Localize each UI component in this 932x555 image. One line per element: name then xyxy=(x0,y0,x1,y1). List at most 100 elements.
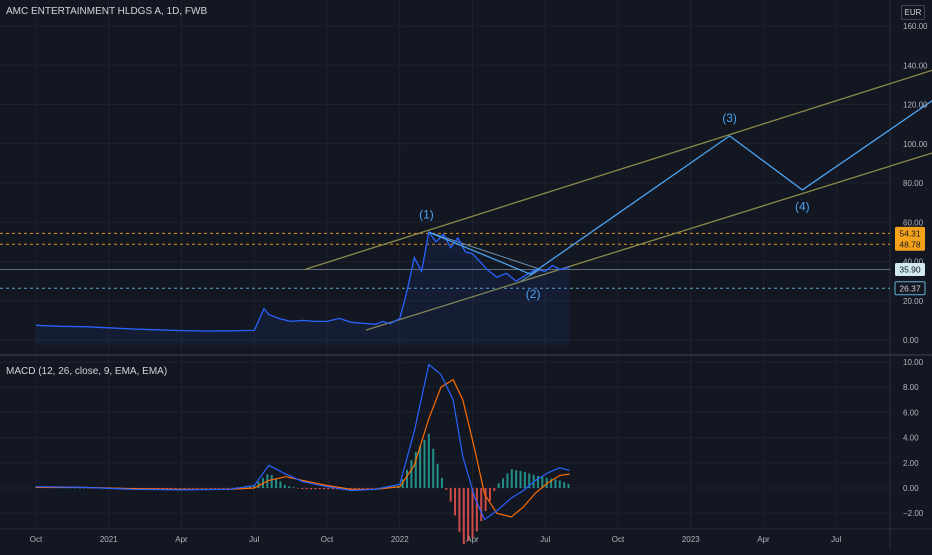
macd-histogram-bar xyxy=(288,486,291,488)
macd-tick-label: 4.00 xyxy=(903,434,919,443)
macd-histogram-bar xyxy=(314,488,317,490)
macd-tick-label: 10.00 xyxy=(903,358,924,367)
macd-histogram-bar xyxy=(196,488,199,489)
macd-histogram-bar xyxy=(270,475,273,488)
macd-histogram-bar xyxy=(366,488,369,489)
macd-histogram-bar xyxy=(279,481,282,488)
elliott-wave-path xyxy=(428,100,932,276)
macd-histogram-bar xyxy=(309,488,312,490)
price-tick-label: 160.00 xyxy=(903,22,928,31)
price-level-label: 54.31 xyxy=(899,229,921,239)
macd-histogram-bar xyxy=(467,488,470,541)
macd-histogram-bar xyxy=(449,488,452,502)
macd-histogram-bar xyxy=(432,448,435,488)
macd-histogram-bar xyxy=(436,463,439,488)
macd-histogram-bar xyxy=(362,488,365,489)
macd-histogram-bar xyxy=(187,488,190,489)
macd-histogram-bar xyxy=(419,445,422,488)
macd-histogram-bar xyxy=(401,479,404,488)
price-tick-label: 60.00 xyxy=(903,218,924,227)
macd-histogram-bar xyxy=(462,488,465,544)
price-tick-label: 40.00 xyxy=(903,258,924,267)
macd-histogram-bar xyxy=(305,488,308,490)
macd-histogram-bar xyxy=(222,488,225,489)
price-tick-label: 120.00 xyxy=(903,101,928,110)
macd-signal-line xyxy=(36,378,570,518)
macd-histogram-bar xyxy=(445,488,448,490)
macd-histogram-bar xyxy=(69,487,72,489)
symbol-title: AMC ENTERTAINMENT HLDGS A, 1D, FWB xyxy=(6,6,208,17)
channel-line xyxy=(304,69,932,270)
macd-histogram-bar xyxy=(515,470,518,488)
elliott-channel xyxy=(304,69,932,331)
macd-histogram-bar xyxy=(165,488,168,489)
macd-histogram-bar xyxy=(471,488,474,538)
macd-histogram-bar xyxy=(502,478,505,488)
time-tick-label: Jul xyxy=(540,535,550,544)
macd-histogram-bar xyxy=(296,488,299,489)
macd-histogram-bar xyxy=(87,488,90,489)
macd-tick-label: 8.00 xyxy=(903,383,919,392)
macd-histogram-bar xyxy=(257,481,260,488)
macd-histogram-bar xyxy=(327,488,330,490)
macd-tick-label: 6.00 xyxy=(903,408,919,417)
price-area xyxy=(36,232,570,345)
time-tick-label: 2023 xyxy=(682,535,700,544)
time-tick-label: Oct xyxy=(321,535,334,544)
macd-histogram-bar xyxy=(253,485,256,488)
macd-histogram-bar xyxy=(292,487,295,488)
currency-button[interactable]: EUR xyxy=(901,5,925,20)
macd-histogram-bar xyxy=(410,460,413,488)
macd-histogram-bar xyxy=(205,488,208,489)
time-tick-label: 2022 xyxy=(391,535,409,544)
time-tick-label: Apr xyxy=(466,535,479,544)
macd-histogram-bar xyxy=(528,473,531,488)
channel-line xyxy=(365,152,932,331)
price-level-label: 48.78 xyxy=(899,239,921,249)
macd-line xyxy=(35,363,570,521)
macd-histogram-bar xyxy=(83,487,86,489)
macd-histogram-bar xyxy=(536,475,539,488)
macd-title: MACD (12, 26, close, 9, EMA, EMA) xyxy=(6,366,168,377)
time-tick-label: 2021 xyxy=(100,535,118,544)
time-tick-label: Apr xyxy=(757,535,770,544)
macd-histogram-bar xyxy=(414,451,417,488)
wave-label: (1) xyxy=(419,207,434,221)
macd-histogram-bar xyxy=(318,488,321,490)
macd-histogram-bar xyxy=(227,488,230,489)
wave-label: (4) xyxy=(795,199,810,213)
macd-histogram-bar xyxy=(567,483,570,488)
macd-histogram-bar xyxy=(458,488,461,532)
macd-histogram-bar xyxy=(74,487,77,489)
macd-histogram-bar xyxy=(209,488,212,489)
macd-histogram-bar xyxy=(523,472,526,488)
price-level-badge xyxy=(895,237,925,251)
macd-histogram-bar xyxy=(423,439,426,488)
price-tick-label: 80.00 xyxy=(903,179,924,188)
macd-histogram-bar xyxy=(161,488,164,489)
macd-histogram-bar xyxy=(179,488,182,489)
macd-histogram-bar xyxy=(488,488,491,502)
macd-histogram-bar xyxy=(331,488,334,490)
macd-tick-label: 0.00 xyxy=(903,484,919,493)
price-tick-label: 0.00 xyxy=(903,336,919,345)
macd-histogram-bar xyxy=(550,478,553,488)
macd-histogram-bar xyxy=(183,488,186,489)
macd-histogram-bar xyxy=(493,488,496,492)
macd-histogram-bar xyxy=(497,483,500,488)
macd-histogram-bar xyxy=(371,488,374,489)
price-level-badge xyxy=(895,263,925,277)
macd-histogram-bar xyxy=(506,473,509,488)
macd-histogram-bar xyxy=(174,488,177,489)
time-tick-label: Apr xyxy=(175,535,188,544)
price-level-label: 26.37 xyxy=(899,283,921,293)
macd-histogram-bar xyxy=(353,488,356,490)
macd-histogram-bar xyxy=(541,476,544,488)
macd-histogram-bar xyxy=(484,488,487,511)
macd-histogram-bar xyxy=(554,479,557,488)
macd-histogram-bar xyxy=(283,484,286,488)
wave-label: (3) xyxy=(722,111,737,125)
macd-histogram-bar xyxy=(563,482,566,488)
